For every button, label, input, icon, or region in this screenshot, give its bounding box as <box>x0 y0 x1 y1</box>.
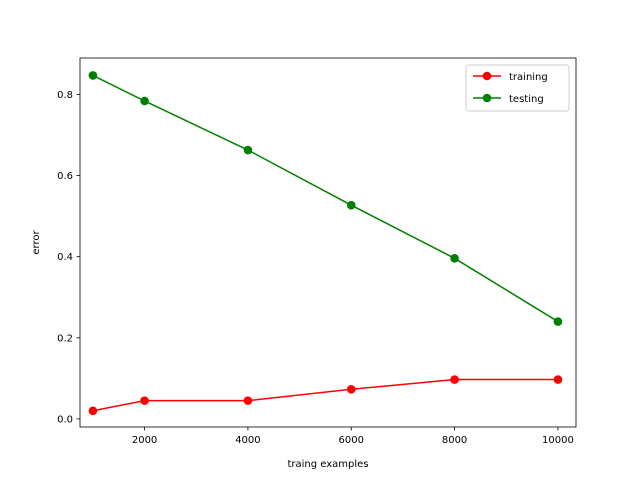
y-tick-label: 0.2 <box>57 333 73 344</box>
training-point <box>553 375 563 384</box>
plot-area: 2000 4000 6000 8000 10000 0.0 0.2 0.4 0.6 0.8 tr… <box>31 57 577 470</box>
axes-frame <box>79 57 577 428</box>
x-tick-label: 4000 <box>235 435 260 446</box>
testing-point <box>243 145 253 155</box>
y-tick-label: 0.0 <box>57 414 73 425</box>
series-layer <box>88 71 563 416</box>
training-point <box>140 396 149 405</box>
training-point <box>346 384 356 394</box>
training-point <box>88 406 98 416</box>
y-tick-label: 0.4 <box>57 252 73 263</box>
training-point <box>243 396 253 405</box>
testing-point <box>346 200 356 210</box>
x-axis-ticks: 2000 4000 6000 8000 10000 <box>132 427 574 446</box>
x-tick-label: 10000 <box>542 435 574 446</box>
testing-point <box>140 96 149 106</box>
training-line <box>92 378 558 412</box>
y-axis-ticks: 0.0 0.2 0.4 0.6 0.8 <box>57 90 80 425</box>
testing-point <box>553 317 563 326</box>
x-tick-label: 2000 <box>132 435 157 446</box>
x-tick-label: 6000 <box>339 435 364 446</box>
legend-marker <box>482 93 492 103</box>
testing-point <box>450 254 459 263</box>
y-tick-label: 0.6 <box>57 171 73 182</box>
x-axis-label: traing examples <box>287 459 368 470</box>
legend: training testing <box>465 64 570 112</box>
legend-entry-training: training <box>473 71 548 83</box>
testing-point <box>88 71 98 80</box>
legend-label: testing <box>509 94 544 105</box>
y-tick-label: 0.8 <box>57 90 73 101</box>
legend-marker <box>482 71 492 81</box>
series-training <box>88 375 563 416</box>
x-tick-label: 8000 <box>442 435 467 446</box>
legend-label: training <box>509 72 548 83</box>
y-axis-label: error <box>31 230 42 255</box>
series-testing <box>88 71 563 326</box>
testing-line <box>92 74 559 323</box>
training-point <box>450 375 459 384</box>
legend-entry-testing: testing <box>473 93 544 105</box>
